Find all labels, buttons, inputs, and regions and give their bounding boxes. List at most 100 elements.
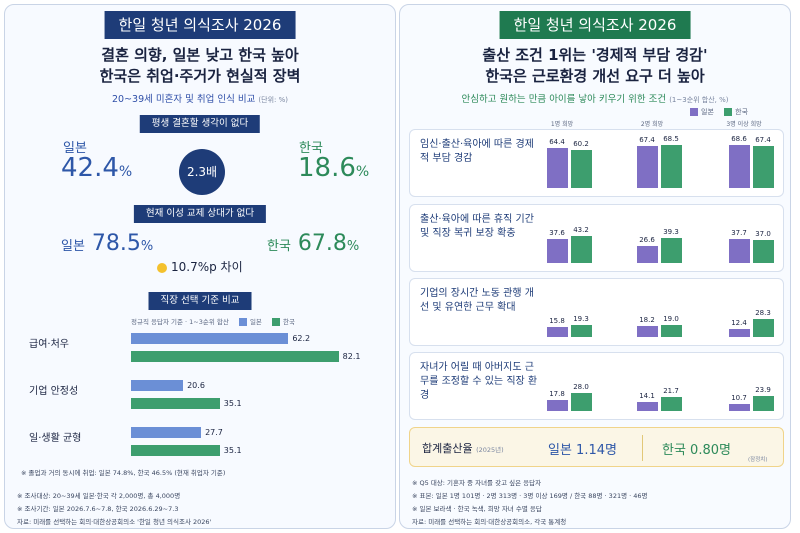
condition-label: 임신·출산·육아에 따른 경제적 부담 경감 <box>420 139 534 164</box>
vbar-value-label: 21.7 <box>663 387 679 396</box>
vbar-korea <box>661 238 682 263</box>
vbar-value-label: 19.3 <box>573 314 589 323</box>
vbar-value-label: 14.1 <box>639 392 655 401</box>
vbar-value-label: 64.4 <box>549 137 565 146</box>
vbar-korea <box>753 145 774 188</box>
hbar-value-label: 20.6 <box>187 381 205 390</box>
condition-label: 출산·육아에 따른 휴직 기간 및 직장 복귀 보장 확충 <box>420 214 534 239</box>
left-foot-2: ※ 조사기간: 일본 2026.7.6~7.8, 한국 2026.6.29~7.… <box>17 505 179 513</box>
vbar-value-label: 67.4 <box>755 135 771 144</box>
hbar-japan <box>131 427 202 438</box>
left-banner: 한일 청년 의식조사 2026 <box>104 11 296 39</box>
condition-card: 자녀가 어릴 때 아버지도 근무를 조정할 수 있는 직장 환경 17.8 28.0… <box>409 352 784 420</box>
vbar-korea <box>661 397 682 411</box>
birth-note: (잠정치) <box>748 457 768 463</box>
s1-japan-value: 42.4% <box>61 153 133 183</box>
hbar-category-label: 급여·처우 <box>29 339 69 350</box>
hbar-japan <box>131 333 289 344</box>
right-subtitle: 안심하고 원하는 만큼 아이를 낳아 키우기 위한 조건 (1~3순위 합산, … <box>461 94 729 105</box>
condition-label: 기업의 장시간 노동 관행 개선 및 유연한 근무 확대 <box>420 288 534 313</box>
hbar-japan <box>131 380 184 391</box>
vbar-japan <box>637 246 658 263</box>
vbar-japan <box>729 144 750 188</box>
left-foot-1: ※ 조사대상: 20~39세 일본·한국 각 2,000명, 총 4,000명 <box>17 492 181 500</box>
vbar-korea <box>571 235 592 263</box>
legend-korea-swatch <box>272 318 280 326</box>
s1-korea-label: 한국 <box>299 141 323 156</box>
right-headline-2: 한국은 근로환경 개선 요구 더 높아 <box>485 67 705 85</box>
left-subtitle: 20~39세 미혼자 및 취업 인식 비교 (단위: %) <box>112 94 288 105</box>
gold-dot-icon <box>157 262 167 273</box>
hbar-value-label: 27.7 <box>205 428 223 437</box>
vbar-value-label: 39.3 <box>663 228 679 237</box>
hbar-korea <box>131 445 220 456</box>
vbar-value-label: 28.3 <box>755 309 771 318</box>
section-1-title: 평생 결혼할 생각이 없다 <box>139 115 261 133</box>
group-label: 1명 희망 <box>550 121 574 128</box>
left-headline-2: 한국은 취업·주거가 현실적 장벽 <box>99 67 301 85</box>
vbar-japan <box>547 399 568 411</box>
vbar-japan <box>547 327 568 337</box>
vbar-value-label: 10.7 <box>731 394 747 403</box>
gap-text: 10.7%p 차이 <box>157 258 243 275</box>
vbar-value-label: 37.6 <box>549 229 565 238</box>
birth-divider <box>642 435 643 461</box>
right-foot-3: ※ 일본 보라색 · 한국 녹색, 희망 자녀 수별 응답 <box>412 505 542 513</box>
right-foot-1: ※ Q5 대상: 기혼자 중 자녀를 갖고 싶은 응답자 <box>412 479 542 487</box>
vbar-japan <box>729 329 750 337</box>
right-banner: 한일 청년 의식조사 2026 <box>499 11 691 39</box>
condition-label: 자녀가 어릴 때 아버지도 근무를 조정할 수 있는 직장 환경 <box>420 362 538 401</box>
left-foot-3: 자료: 미래를 선택하는 회의·대한상공회의소 '한일 청년 의식조사 2026… <box>17 518 212 526</box>
vbar-japan <box>637 325 658 337</box>
left-footnote-inline: ※ 졸업과 거의 동시에 취업: 일본 74.8%, 한국 46.5% (현재 … <box>21 469 226 477</box>
s1-korea-value: 18.6% <box>298 153 370 183</box>
vbar-japan <box>547 239 568 263</box>
vbar-japan <box>729 404 750 411</box>
vbar-korea <box>661 325 682 337</box>
vbar-korea <box>571 324 592 337</box>
left-panel: 한일 청년 의식조사 2026 결혼 의향, 일본 낮고 한국 높아 한국은 취… <box>4 4 396 529</box>
vbar-value-label: 60.2 <box>573 140 589 149</box>
condition-card: 임신·출산·육아에 따른 경제적 부담 경감 64.4 60.2 67.4 68.5 68… <box>409 129 784 197</box>
hbar-value-label: 62.2 <box>292 334 311 343</box>
ratio-badge: 2.3배 <box>179 149 225 195</box>
vbar-korea <box>571 393 592 411</box>
hbar-value-label: 35.1 <box>223 446 242 455</box>
condition-card: 출산·육아에 따른 휴직 기간 및 직장 복귀 보장 확충 37.6 43.2 26.… <box>409 204 784 272</box>
vbar-value-label: 17.8 <box>549 389 565 398</box>
vbar-value-label: 19.0 <box>663 315 679 324</box>
vbar-value-label: 37.0 <box>755 229 771 238</box>
right-legend: 일본 한국 <box>682 107 748 117</box>
vbar-value-label: 67.4 <box>639 135 655 144</box>
vbar-value-label: 37.7 <box>731 229 747 238</box>
right-panel: 한일 청년 의식조사 2026 출산 조건 1위는 '경제적 부담 경감' 한국… <box>399 4 791 529</box>
vbar-value-label: 28.0 <box>573 383 589 392</box>
vbar-japan <box>729 239 750 263</box>
vbar-value-label: 68.6 <box>731 134 747 143</box>
left-headline-1: 결혼 의향, 일본 낮고 한국 높아 <box>101 46 299 64</box>
s2-japan: 일본 78.5% <box>61 231 154 256</box>
s3-legend: 정규직 응답자 기준 · 1~3순위 합산 일본 한국 <box>131 318 295 326</box>
group-label: 3명 이상 희망 <box>726 121 762 128</box>
vbar-japan <box>547 147 568 188</box>
vbar-value-label: 12.4 <box>731 319 747 328</box>
section-3-title: 직장 선택 기준 비교 <box>148 292 252 310</box>
section-2-title: 현재 이성 교제 상대가 없다 <box>133 205 267 223</box>
vbar-korea <box>661 144 682 188</box>
hbar-category-label: 기업 안정성 <box>29 386 79 397</box>
condition-card: 기업의 장시간 노동 관행 개선 및 유연한 근무 확대 15.8 19.3 18.2… <box>409 278 784 346</box>
hbar-value-label: 35.1 <box>223 399 242 408</box>
birth-korea: 한국 0.80명 <box>662 443 731 458</box>
s2-korea: 한국 67.8% <box>267 231 360 256</box>
right-foot-2: ※ 표본: 일본 1명 101명 · 2명 313명 · 3명 이상 169명 … <box>412 492 648 500</box>
vbar-korea <box>753 239 774 263</box>
legend-japan-swatch <box>238 318 247 326</box>
vbar-korea <box>753 319 774 337</box>
vbar-korea <box>753 395 774 411</box>
birth-japan: 일본 1.14명 <box>548 443 617 458</box>
vbar-korea <box>571 150 592 188</box>
group-label: 2명 희망 <box>640 121 664 128</box>
vbar-value-label: 68.5 <box>663 134 679 143</box>
vbar-value-label: 18.2 <box>639 315 655 324</box>
right-headline-1: 출산 조건 1위는 '경제적 부담 경감' <box>482 46 708 64</box>
